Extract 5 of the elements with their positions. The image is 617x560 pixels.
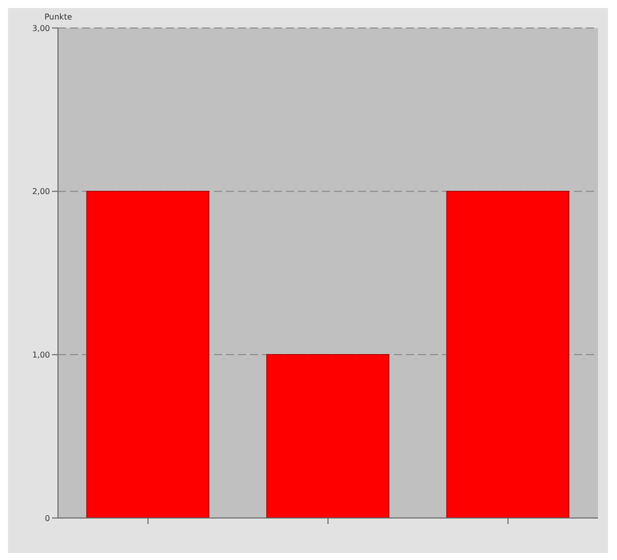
- y-tick-label: 0: [44, 514, 50, 523]
- y-axis-title: Punkte: [44, 12, 72, 22]
- y-tick-label: 1,00: [32, 350, 50, 360]
- y-tick-label: 3,00: [32, 24, 50, 33]
- y-tick-label: 2,00: [32, 187, 50, 196]
